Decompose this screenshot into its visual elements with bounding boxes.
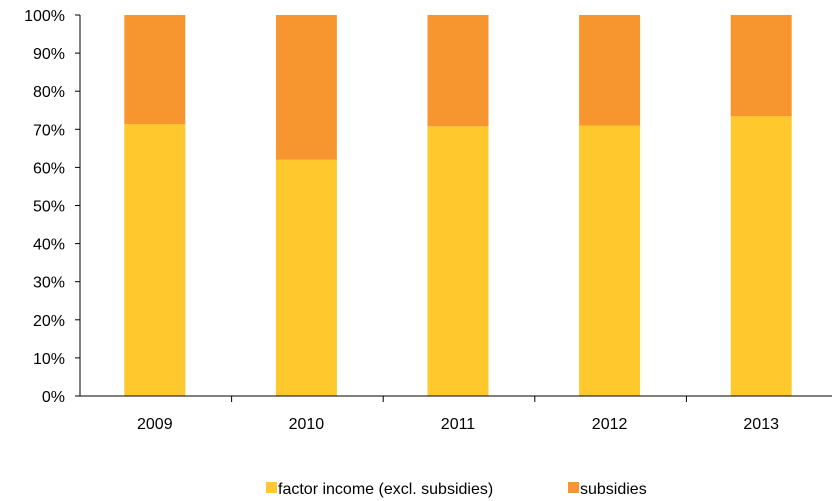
x-tick-label: 2009 — [137, 416, 173, 433]
y-tick-label: 30% — [33, 275, 65, 292]
bar-2012-series-0 — [579, 125, 641, 396]
bar-2010-series-0 — [275, 159, 337, 396]
y-tick-label: 100% — [24, 8, 65, 25]
bar-2009-series-0 — [124, 124, 186, 397]
y-tick-label: 60% — [33, 160, 65, 177]
y-tick-label: 0% — [42, 389, 65, 406]
y-tick-label: 90% — [33, 46, 65, 63]
legend-label: subsidies — [580, 481, 647, 498]
bar-2009-series-1 — [124, 15, 186, 125]
legend-label: factor income (excl. subsidies) — [278, 481, 493, 498]
bar-2013-series-1 — [730, 15, 792, 117]
x-tick-label: 2013 — [743, 416, 779, 433]
legend-swatch — [266, 482, 277, 493]
axes-layer: 0% 10% 20% 30% 40% 50% 60% 70% 80% 90% 100% 2009 201… — [24, 8, 832, 433]
y-tick-label: 10% — [33, 351, 65, 368]
x-tick-label: 2012 — [592, 416, 628, 433]
bar-2012-series-1 — [579, 15, 641, 126]
y-tick-label: 50% — [33, 199, 65, 216]
bar-2011-series-1 — [427, 15, 489, 127]
y-tick-label: 40% — [33, 237, 65, 254]
y-tick-label: 70% — [33, 122, 65, 139]
bar-2011-series-0 — [427, 126, 489, 397]
legend-swatch — [568, 482, 579, 493]
y-tick-label: 80% — [33, 84, 65, 101]
y-tick-label: 20% — [33, 313, 65, 330]
bars-layer — [124, 15, 792, 397]
bar-2013-series-0 — [730, 116, 792, 397]
bar-2010-series-1 — [275, 15, 337, 160]
x-tick-label: 2011 — [441, 416, 476, 433]
legend: factor income (excl. subsidies) subsidies — [266, 481, 647, 498]
x-tick-label: 2010 — [289, 416, 325, 433]
